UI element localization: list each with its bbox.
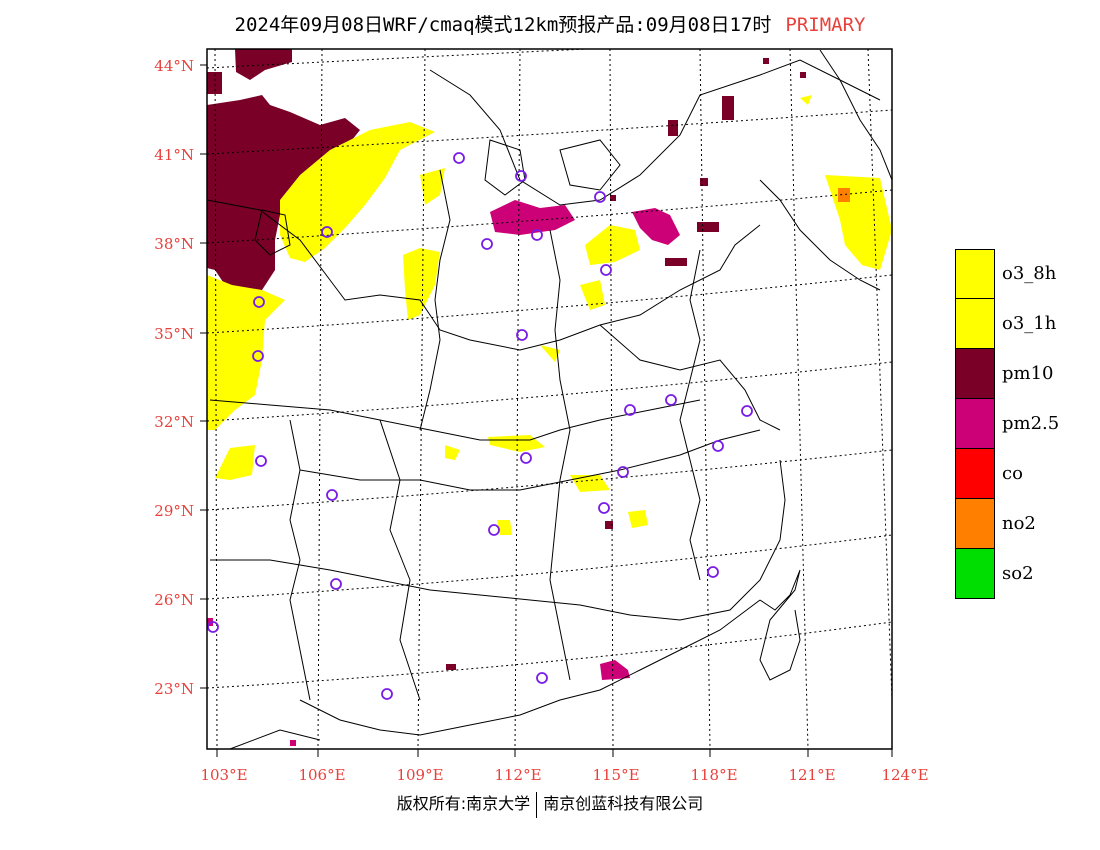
lat-label: 44°N (154, 57, 194, 75)
copyright-footer: 版权所有:南京大学 南京创蓝科技有限公司 (0, 790, 1100, 818)
lon-label: 109°E (396, 766, 443, 784)
pm25-region (207, 200, 680, 746)
graticule (207, 49, 892, 749)
city-marker (330, 578, 342, 590)
city-marker (665, 394, 677, 406)
map-title: 2024年09月08日WRF/cmaq模式12km预报产品:09月08日17时 P… (0, 10, 1100, 37)
primary-label: PRIMARY (785, 14, 866, 36)
city-marker (516, 329, 528, 341)
legend-swatch (955, 249, 995, 299)
lat-label: 29°N (154, 502, 194, 520)
axis-ticks (200, 64, 893, 757)
city-marker (598, 502, 610, 514)
lat-label: 26°N (154, 591, 194, 609)
legend-item-o3-8h: o3_8h (955, 249, 1075, 299)
legend-item-so2: so2 (955, 549, 1075, 599)
lon-label: 103°E (200, 766, 247, 784)
legend-swatch (955, 399, 995, 449)
legend-item-co: co (955, 449, 1075, 499)
city-marker (453, 152, 465, 164)
city-marker (741, 405, 753, 417)
legend-label: o3_1h (1002, 313, 1057, 334)
lat-label: 38°N (154, 235, 194, 253)
map-content (207, 49, 939, 749)
city-marker (536, 672, 548, 684)
legend-label: pm10 (1002, 363, 1054, 384)
city-marker (321, 226, 333, 238)
legend-swatch (955, 549, 995, 599)
o3-region (207, 95, 892, 535)
city-marker (253, 296, 265, 308)
lat-label: 41°N (154, 146, 194, 164)
city-marker (600, 264, 612, 276)
legend-swatch (955, 349, 995, 399)
legend-item-pm10: pm10 (955, 349, 1075, 399)
city-marker (481, 238, 493, 250)
longitude-labels: 103°E 106°E 109°E 112°E 115°E 118°E 121°… (200, 766, 928, 784)
city-marker (929, 90, 939, 100)
legend-label: o3_8h (1002, 263, 1057, 284)
legend-swatch (955, 499, 995, 549)
lat-label: 32°N (154, 413, 194, 431)
legend-swatch (955, 299, 995, 349)
copyright-company: 南京创蓝科技有限公司 (543, 794, 704, 813)
city-marker (617, 466, 629, 478)
city-marker (707, 566, 719, 578)
city-marker (515, 170, 527, 182)
map-frame (206, 48, 893, 750)
lat-label: 23°N (154, 680, 194, 698)
copyright-owner: 版权所有:南京大学 (396, 794, 531, 813)
city-marker (624, 404, 636, 416)
city-marker (488, 524, 500, 536)
lat-label: 35°N (154, 325, 194, 343)
footer-separator (536, 791, 538, 818)
legend-item-o3-1h: o3_1h (955, 299, 1075, 349)
city-marker (207, 621, 219, 633)
legend-label: so2 (1002, 563, 1034, 584)
legend: o3_8h o3_1h pm10 pm2.5 co no2 so2 (955, 249, 1075, 599)
city-marker (594, 191, 606, 203)
city-marker (712, 440, 724, 452)
city-marker (252, 350, 264, 362)
lon-label: 124°E (881, 766, 928, 784)
legend-item-no2: no2 (955, 499, 1075, 549)
lon-label: 112°E (494, 766, 541, 784)
city-marker (381, 688, 393, 700)
legend-swatch (955, 449, 995, 499)
lon-label: 118°E (690, 766, 737, 784)
city-marker (255, 455, 267, 467)
latitude-labels: 44°N 41°N 38°N 35°N 32°N 29°N 26°N 23°N (154, 57, 194, 698)
city-marker (326, 489, 338, 501)
boundaries (207, 49, 892, 749)
no2-region (838, 188, 850, 202)
lon-label: 121°E (788, 766, 835, 784)
city-markers (207, 90, 939, 700)
city-marker (531, 229, 543, 241)
legend-label: co (1002, 463, 1023, 484)
legend-item-pm25: pm2.5 (955, 399, 1075, 449)
legend-label: no2 (1002, 513, 1036, 534)
legend-label: pm2.5 (1002, 413, 1060, 434)
lon-label: 106°E (298, 766, 345, 784)
city-marker (520, 452, 532, 464)
lon-label: 115°E (592, 766, 639, 784)
title-text: 2024年09月08日WRF/cmaq模式12km预报产品:09月08日17时 (234, 14, 772, 36)
